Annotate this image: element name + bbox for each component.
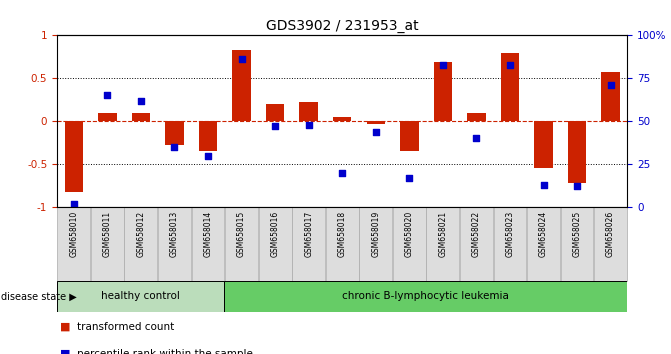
Point (605, 82, 616, 88)
Text: chronic B-lymphocytic leukemia: chronic B-lymphocytic leukemia (342, 291, 509, 302)
Bar (400, 121, 419, 151)
Text: GSM658016: GSM658016 (270, 211, 280, 257)
Text: GSM658025: GSM658025 (572, 211, 582, 257)
Bar (91, 207, 124, 281)
Point (471, 136, 482, 141)
Point (404, 175, 415, 181)
Text: disease state ▶: disease state ▶ (1, 291, 76, 302)
Point (572, 184, 582, 189)
Text: GSM658023: GSM658023 (505, 211, 515, 257)
Point (102, 93, 113, 98)
Bar (266, 104, 285, 121)
Bar (360, 207, 393, 281)
Text: GSM658019: GSM658019 (371, 211, 380, 257)
Point (437, 62, 448, 67)
Text: ■: ■ (60, 322, 71, 332)
Text: GSM658026: GSM658026 (606, 211, 615, 257)
Bar (158, 207, 191, 281)
Text: GSM658017: GSM658017 (304, 211, 313, 257)
Bar (467, 113, 486, 121)
Text: healthy control: healthy control (101, 291, 180, 302)
Bar (58, 281, 224, 312)
Point (68, 201, 79, 206)
Bar (293, 207, 325, 281)
Point (337, 170, 348, 176)
Bar (427, 207, 460, 281)
Bar (165, 121, 184, 145)
Text: GSM658011: GSM658011 (103, 211, 112, 257)
Bar (366, 121, 385, 124)
Bar (232, 50, 251, 121)
Bar (58, 207, 90, 281)
Text: GSM658012: GSM658012 (136, 211, 146, 257)
Bar (299, 102, 318, 121)
Title: GDS3902 / 231953_at: GDS3902 / 231953_at (266, 19, 419, 33)
Bar (595, 207, 627, 281)
Bar (568, 121, 586, 183)
Text: percentile rank within the sample: percentile rank within the sample (77, 349, 253, 354)
Bar (460, 207, 493, 281)
Bar (64, 121, 83, 192)
Bar (601, 72, 620, 121)
Point (370, 129, 381, 135)
Text: GSM658024: GSM658024 (539, 211, 548, 257)
Text: GSM658014: GSM658014 (203, 211, 213, 257)
Text: GSM658010: GSM658010 (69, 211, 79, 257)
Point (203, 153, 213, 159)
Point (538, 182, 549, 188)
Point (303, 122, 314, 127)
Bar (259, 207, 292, 281)
Text: transformed count: transformed count (77, 322, 174, 332)
Text: GSM658021: GSM658021 (438, 211, 448, 257)
Bar (433, 62, 452, 121)
Bar (561, 207, 594, 281)
Point (136, 98, 146, 103)
Text: GSM658022: GSM658022 (472, 211, 481, 257)
Point (505, 62, 515, 67)
Text: ■: ■ (60, 349, 71, 354)
Text: GSM658013: GSM658013 (170, 211, 179, 257)
Point (236, 57, 247, 62)
Bar (527, 207, 560, 281)
Bar (393, 207, 426, 281)
Text: GSM658020: GSM658020 (405, 211, 414, 257)
Bar (199, 121, 217, 151)
Text: GSM658018: GSM658018 (338, 211, 347, 257)
Bar (225, 207, 258, 281)
Bar (333, 117, 352, 121)
Bar (534, 121, 553, 169)
Point (169, 144, 180, 150)
Bar (224, 281, 627, 312)
Bar (125, 207, 158, 281)
Point (270, 124, 280, 129)
Bar (326, 207, 359, 281)
Bar (98, 113, 117, 121)
Text: GSM658015: GSM658015 (237, 211, 246, 257)
Bar (132, 113, 150, 121)
Bar (501, 52, 519, 121)
Bar (192, 207, 224, 281)
Bar (494, 207, 526, 281)
